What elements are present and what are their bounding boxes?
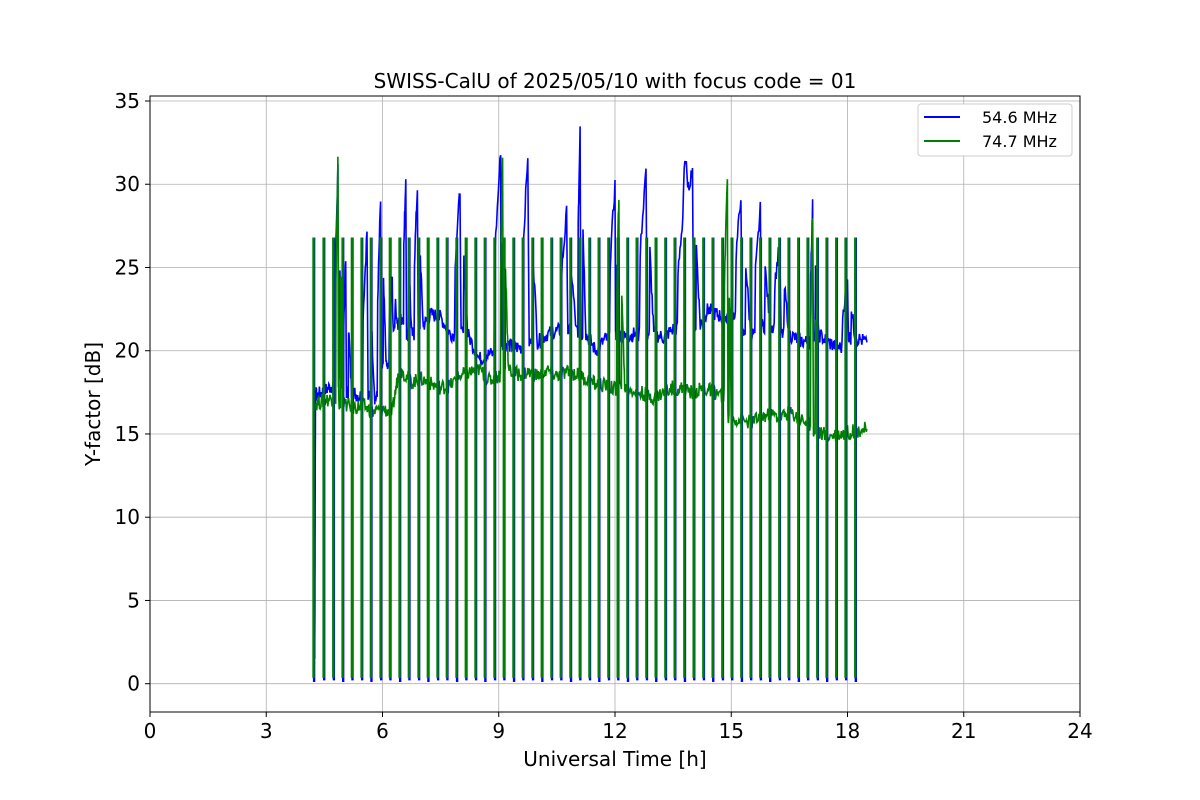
chart-title: SWISS-CalU of 2025/05/10 with focus code… bbox=[374, 69, 857, 93]
y-axis-ticks: 0 5 10 15 20 25 30 35 bbox=[115, 89, 150, 696]
x-tick-label: 6 bbox=[376, 719, 389, 743]
y-tick-label: 15 bbox=[115, 422, 140, 446]
y-tick-label: 10 bbox=[115, 505, 140, 529]
y-tick-label: 30 bbox=[115, 172, 140, 196]
y-tick-label: 20 bbox=[115, 339, 140, 363]
series-layer bbox=[312, 126, 868, 683]
x-tick-label: 21 bbox=[951, 719, 976, 743]
x-tick-label: 12 bbox=[602, 719, 627, 743]
x-tick-label: 24 bbox=[1067, 719, 1092, 743]
legend-label-74-7: 74.7 MHz bbox=[982, 132, 1057, 151]
legend: 54.6 MHz 74.7 MHz bbox=[917, 103, 1073, 157]
x-tick-label: 18 bbox=[835, 719, 860, 743]
plot-area bbox=[312, 126, 868, 683]
x-axis-label: Universal Time [h] bbox=[523, 747, 706, 771]
y-tick-label: 35 bbox=[115, 89, 140, 113]
x-tick-label: 9 bbox=[492, 719, 505, 743]
legend-label-54-6: 54.6 MHz bbox=[982, 108, 1057, 127]
y-tick-label: 25 bbox=[115, 255, 140, 279]
y-tick-label: 0 bbox=[127, 672, 140, 696]
x-axis-ticks: 0 3 6 9 12 15 18 21 24 bbox=[144, 712, 1093, 743]
x-tick-label: 0 bbox=[144, 719, 157, 743]
x-tick-label: 15 bbox=[719, 719, 744, 743]
y-axis-label: Y-factor [dB] bbox=[81, 342, 105, 467]
x-tick-label: 3 bbox=[260, 719, 273, 743]
y-tick-label: 5 bbox=[127, 588, 140, 612]
